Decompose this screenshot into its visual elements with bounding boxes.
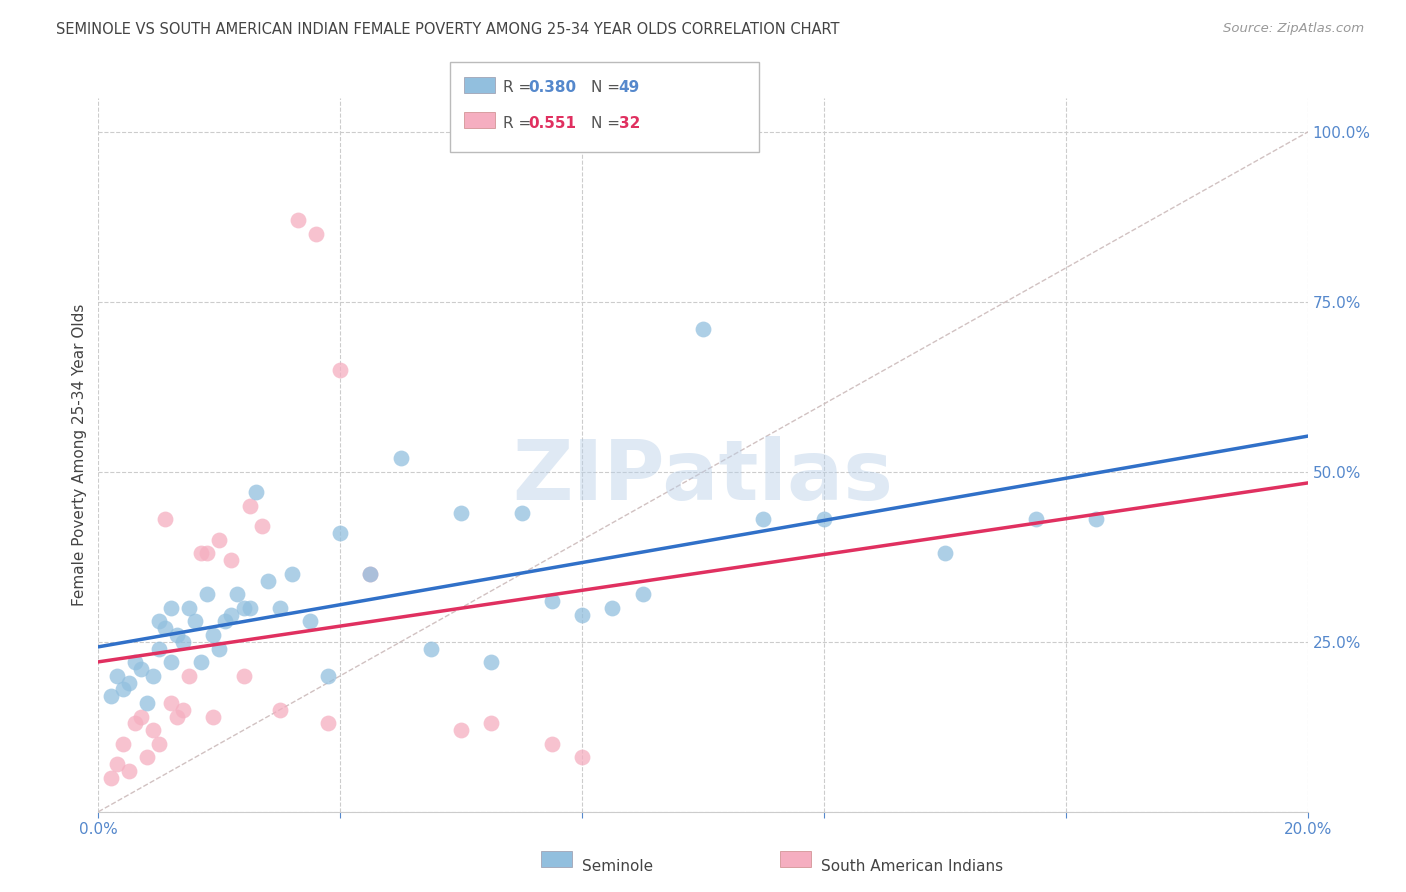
Point [148, 641, 170, 656]
Point [420, 641, 443, 656]
Point [360, 566, 382, 581]
Point [148, 737, 170, 751]
Point [316, 716, 339, 731]
Point [287, 213, 309, 227]
Point [232, 669, 254, 683]
Point [172, 703, 194, 717]
Point [450, 506, 472, 520]
Point [172, 635, 194, 649]
Point [602, 600, 624, 615]
Point [305, 227, 328, 241]
Point [250, 519, 273, 533]
Point [281, 566, 304, 581]
Point [129, 709, 152, 723]
Point [118, 764, 141, 778]
Point [232, 600, 254, 615]
Y-axis label: Female Poverty Among 25-34 Year Olds: Female Poverty Among 25-34 Year Olds [72, 304, 87, 606]
Point [389, 451, 412, 466]
Point [166, 628, 188, 642]
Point [111, 737, 134, 751]
Point [179, 600, 201, 615]
Point [148, 615, 170, 629]
Point [540, 594, 562, 608]
Point [100, 689, 122, 703]
Point [256, 574, 278, 588]
Point [105, 669, 128, 683]
Point [269, 600, 291, 615]
Point [160, 696, 183, 710]
Point [692, 322, 714, 336]
Point [129, 662, 152, 676]
Point [124, 655, 146, 669]
Point [226, 587, 249, 601]
Point [571, 607, 593, 622]
Point [239, 600, 262, 615]
Point [934, 546, 956, 560]
Text: SEMINOLE VS SOUTH AMERICAN INDIAN FEMALE POVERTY AMONG 25-34 YEAR OLDS CORRELATI: SEMINOLE VS SOUTH AMERICAN INDIAN FEMALE… [56, 22, 839, 37]
Point [1024, 512, 1046, 526]
Point [329, 363, 352, 377]
Point [160, 655, 183, 669]
Point [239, 499, 262, 513]
Point [190, 655, 212, 669]
Point [179, 669, 201, 683]
Point [195, 546, 218, 560]
Text: R =: R = [503, 80, 537, 95]
Point [135, 696, 157, 710]
Point [190, 546, 212, 560]
Text: Seminole: Seminole [582, 860, 654, 874]
Point [208, 641, 231, 656]
Point [631, 587, 654, 601]
Point [450, 723, 472, 738]
Point [208, 533, 231, 547]
Text: 49: 49 [619, 80, 640, 95]
Point [752, 512, 775, 526]
Point [481, 655, 503, 669]
Point [124, 716, 146, 731]
Point [221, 607, 243, 622]
Point [100, 771, 122, 785]
Text: ZIPatlas: ZIPatlas [513, 436, 893, 516]
Text: 32: 32 [619, 116, 640, 130]
Text: 0.551: 0.551 [529, 116, 576, 130]
Point [813, 512, 835, 526]
Text: South American Indians: South American Indians [821, 860, 1004, 874]
Point [214, 615, 236, 629]
Point [510, 506, 533, 520]
Point [1085, 512, 1108, 526]
Point [360, 566, 382, 581]
Point [202, 709, 225, 723]
Point [153, 621, 176, 635]
Point [269, 703, 291, 717]
Text: R =: R = [503, 116, 537, 130]
Point [299, 615, 322, 629]
Point [153, 512, 176, 526]
Text: N =: N = [591, 116, 624, 130]
Point [184, 615, 207, 629]
Point [571, 750, 593, 764]
Point [202, 628, 225, 642]
Point [135, 750, 157, 764]
Point [118, 675, 141, 690]
Point [221, 553, 243, 567]
Point [166, 709, 188, 723]
Point [142, 669, 165, 683]
Point [142, 723, 165, 738]
Point [195, 587, 218, 601]
Point [111, 682, 134, 697]
Point [329, 526, 352, 541]
Point [160, 600, 183, 615]
Point [481, 716, 503, 731]
Point [316, 669, 339, 683]
Text: 0.380: 0.380 [529, 80, 576, 95]
Point [245, 485, 267, 500]
Text: Source: ZipAtlas.com: Source: ZipAtlas.com [1223, 22, 1364, 36]
Text: N =: N = [591, 80, 624, 95]
Point [540, 737, 562, 751]
Point [105, 757, 128, 772]
